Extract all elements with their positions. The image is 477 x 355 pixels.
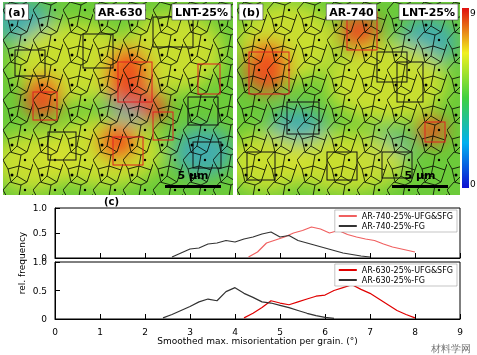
svg-text:5: 5 — [277, 327, 283, 337]
svg-text:(b): (b) — [242, 6, 260, 19]
svg-text:1.0: 1.0 — [33, 203, 48, 213]
svg-text:3: 3 — [187, 327, 193, 337]
svg-text:AR-630-25%-UFG&SFG: AR-630-25%-UFG&SFG — [362, 266, 453, 275]
svg-text:5 μm: 5 μm — [404, 169, 435, 182]
svg-text:8: 8 — [412, 327, 418, 337]
svg-text:材料学网: 材料学网 — [430, 343, 471, 354]
svg-text:LNT-25%: LNT-25% — [402, 6, 455, 19]
svg-text:0.5: 0.5 — [33, 228, 47, 238]
svg-text:LNT-25%: LNT-25% — [175, 6, 228, 19]
svg-text:AR-740: AR-740 — [329, 6, 374, 19]
svg-text:9: 9 — [470, 8, 476, 18]
svg-text:9: 9 — [457, 327, 463, 337]
svg-text:AR-630: AR-630 — [98, 6, 143, 19]
svg-text:AR-740-25%-UFG&SFG: AR-740-25%-UFG&SFG — [362, 212, 453, 221]
svg-text:2: 2 — [142, 327, 148, 337]
svg-text:1: 1 — [97, 327, 103, 337]
svg-text:5 μm: 5 μm — [177, 169, 208, 182]
svg-text:0: 0 — [41, 314, 47, 324]
svg-text:rel. frequency: rel. frequency — [17, 231, 27, 294]
svg-text:(a): (a) — [8, 6, 25, 19]
svg-text:0.5: 0.5 — [33, 286, 47, 296]
svg-text:6: 6 — [322, 327, 328, 337]
svg-text:AR-740-25%-FG: AR-740-25%-FG — [362, 222, 425, 231]
svg-text:(c): (c) — [104, 196, 119, 207]
svg-text:1.0: 1.0 — [33, 257, 48, 267]
svg-text:0: 0 — [470, 179, 476, 189]
svg-text:AR-630-25%-FG: AR-630-25%-FG — [362, 276, 425, 285]
svg-text:Smoothed max. misorientation p: Smoothed max. misorientation per grain. … — [157, 336, 357, 346]
svg-text:4: 4 — [232, 327, 238, 337]
svg-text:7: 7 — [367, 327, 373, 337]
svg-text:0: 0 — [52, 327, 58, 337]
